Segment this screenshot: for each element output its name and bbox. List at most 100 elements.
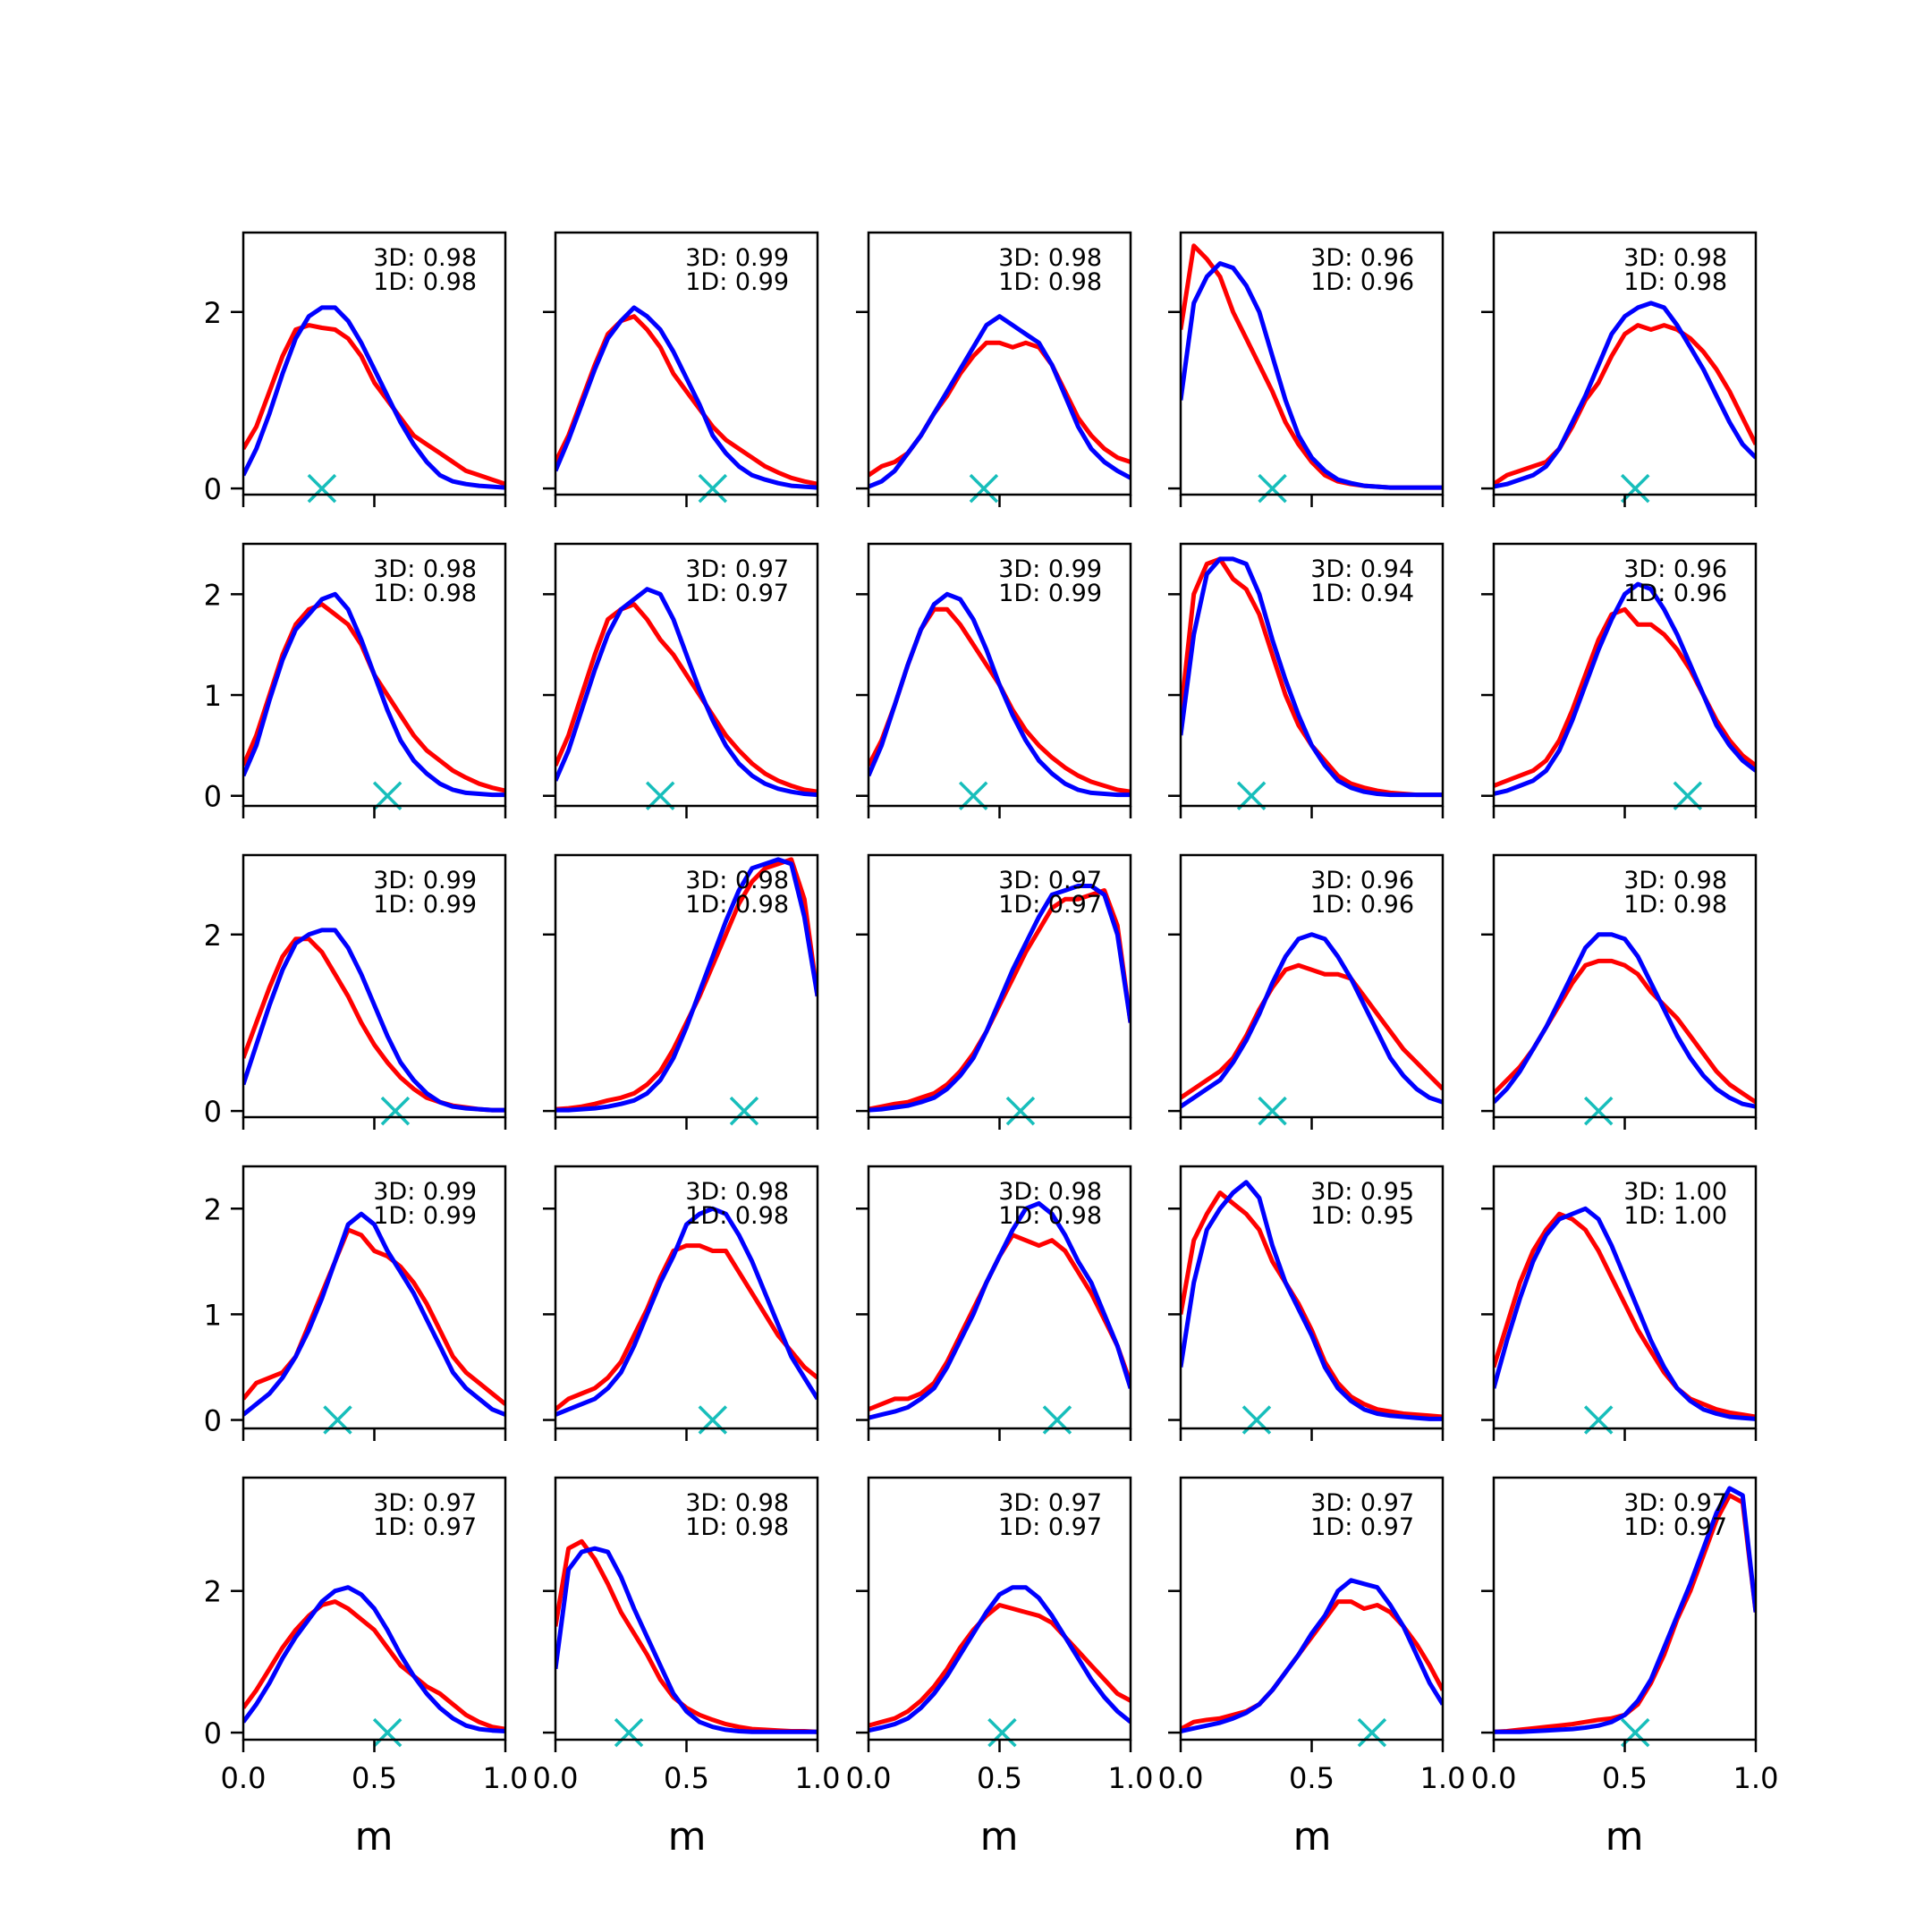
x-tick-label: 0.0	[1471, 1761, 1517, 1795]
annotation-1d: 1D: 0.95	[1310, 1202, 1414, 1230]
blue-curve	[1494, 301, 1756, 489]
x-marker	[698, 473, 728, 504]
red-curve	[1181, 962, 1443, 1100]
blue-curve	[555, 305, 818, 490]
x-marker	[372, 781, 402, 810]
blue-curve	[1181, 1578, 1443, 1733]
annotation-3d: 3D: 0.98	[1623, 867, 1727, 894]
x-marker	[1673, 781, 1703, 810]
x-marker	[1583, 1096, 1614, 1126]
x-marker	[987, 1717, 1017, 1748]
annotation-3d: 3D: 0.97	[1310, 1489, 1414, 1517]
y-tick-label: 0	[204, 1404, 222, 1438]
blue-curve	[243, 305, 505, 490]
x-axis-label: m	[1293, 1814, 1332, 1860]
blue-curve	[869, 1585, 1131, 1733]
blue-curve	[1494, 1206, 1756, 1421]
y-tick-label: 0	[204, 472, 222, 506]
annotation-3d: 3D: 0.99	[373, 867, 477, 894]
annotation-1d: 1D: 0.98	[685, 1513, 789, 1541]
red-curve	[243, 1599, 505, 1732]
y-tick-label: 2	[204, 578, 222, 612]
x-marker	[1357, 1717, 1387, 1748]
x-marker	[1620, 473, 1650, 504]
annotation-1d: 1D: 0.99	[998, 580, 1102, 607]
annotation-3d: 3D: 0.96	[1623, 555, 1727, 583]
annotation-1d: 1D: 0.96	[1310, 268, 1414, 296]
y-tick-label: 0	[204, 1095, 222, 1129]
annotation-1d: 1D: 0.99	[373, 891, 477, 919]
annotation-1d: 1D: 0.98	[1623, 268, 1727, 296]
blue-curve	[1494, 1486, 1756, 1734]
blue-curve	[243, 928, 505, 1113]
blue-curve	[1494, 932, 1756, 1109]
x-axis-labels: m m m m m	[355, 1814, 1644, 1860]
annotation-1d: 1D: 0.96	[1310, 891, 1414, 919]
annotation-3d: 3D: 0.98	[685, 867, 789, 894]
x-tick-label: 0.0	[221, 1761, 267, 1795]
x-tick-label: 1.0	[1108, 1761, 1154, 1795]
x-axis-label: m	[1606, 1814, 1644, 1860]
annotation-1d: 1D: 0.99	[685, 268, 789, 296]
annotation-3d: 3D: 1.00	[1623, 1178, 1727, 1206]
annotation-3d: 3D: 0.95	[1310, 1178, 1414, 1206]
blue-curve	[555, 1546, 818, 1734]
x-marker	[372, 1717, 402, 1748]
annotation-1d: 1D: 0.97	[685, 580, 789, 607]
annotation-3d: 3D: 0.98	[998, 244, 1102, 272]
annotation-1d: 1D: 0.97	[998, 1513, 1102, 1541]
annotation-1d: 1D: 0.97	[998, 891, 1102, 919]
x-marker	[1236, 781, 1267, 810]
annotation-1d: 1D: 0.99	[373, 1202, 477, 1230]
x-marker	[614, 1717, 644, 1748]
x-tick-label: 0.5	[664, 1761, 709, 1795]
y-tick-label: 2	[204, 1192, 222, 1226]
blue-curve	[1181, 261, 1443, 490]
red-curve	[869, 1603, 1131, 1728]
x-tick-label: 0.0	[846, 1761, 892, 1795]
blue-curve	[555, 857, 818, 1113]
annotation-3d: 3D: 0.94	[1310, 555, 1414, 583]
annotation-3d: 3D: 0.98	[373, 555, 477, 583]
x-marker	[380, 1096, 411, 1126]
x-tick-label: 0.5	[1289, 1761, 1335, 1795]
annotation-1d: 1D: 0.98	[685, 1202, 789, 1230]
x-tick-label: 1.0	[795, 1761, 841, 1795]
x-tick-label: 0.0	[1158, 1761, 1204, 1795]
annotation-3d: 3D: 0.97	[685, 555, 789, 583]
annotation-1d: 1D: 0.98	[373, 580, 477, 607]
blue-curve	[243, 1585, 505, 1733]
blue-curve	[555, 1206, 818, 1417]
y-tick-label: 2	[204, 1575, 222, 1609]
annotation-3d: 3D: 0.96	[1310, 244, 1414, 272]
y-tick-label: 2	[204, 296, 222, 330]
annotation-3d: 3D: 0.99	[998, 555, 1102, 583]
red-curve	[555, 1243, 818, 1411]
annotation-3d: 3D: 0.97	[373, 1489, 477, 1517]
red-curve	[1181, 1191, 1443, 1419]
red-curve	[243, 323, 505, 487]
blue-curve	[243, 591, 505, 798]
x-axis-label: m	[668, 1814, 707, 1860]
annotation-1d: 1D: 0.98	[373, 268, 477, 296]
blue-curve	[869, 314, 1131, 489]
x-marker	[645, 781, 675, 810]
annotation-3d: 3D: 0.97	[1623, 1489, 1727, 1517]
annotation-1d: 1D: 1.00	[1623, 1202, 1727, 1230]
